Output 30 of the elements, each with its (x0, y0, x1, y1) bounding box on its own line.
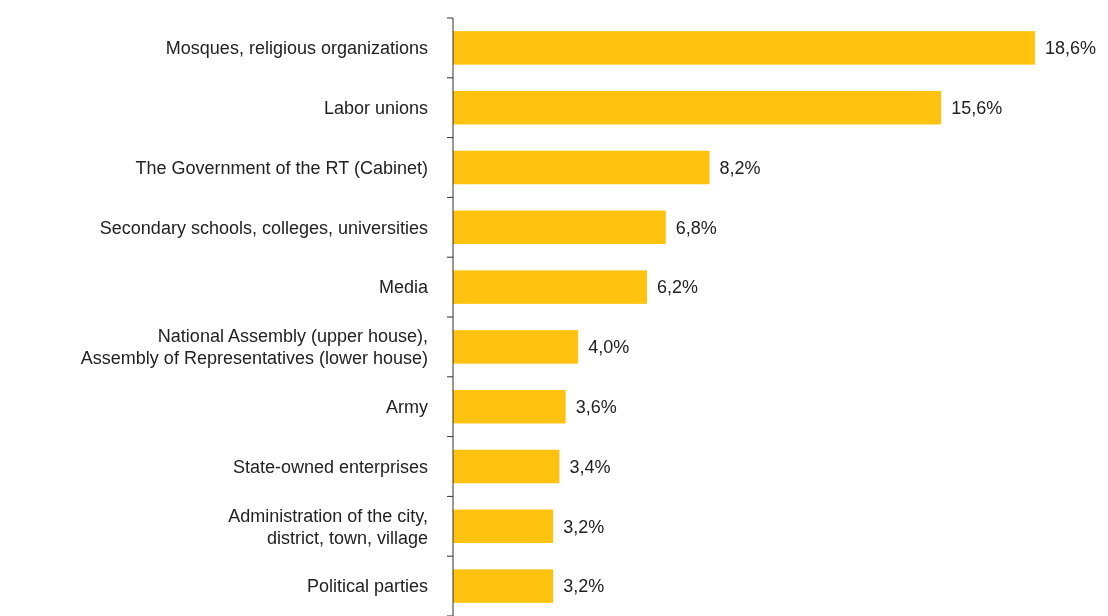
bar (453, 210, 666, 245)
data-label: 3,2% (563, 516, 605, 537)
y-tick-label: Media (378, 277, 429, 298)
data-label: 4,0% (588, 337, 630, 358)
bar (453, 330, 579, 364)
bar (453, 90, 942, 125)
y-tick-label: Political parties (306, 576, 428, 597)
data-label: 3,2% (563, 576, 605, 597)
y-tick-label: Secondary schools, colleges, universities (99, 217, 428, 238)
y-tick-label: National Assembly (upper house), Assembly of Representatives (lower house) (80, 326, 428, 369)
bar (453, 509, 554, 544)
bar (453, 31, 1035, 65)
bar (453, 270, 647, 304)
y-tick-label: Mosques, religious organizations (165, 38, 428, 59)
y-tick-label: State-owned enterprises (232, 456, 428, 477)
y-tick-label: Administration of the city, district, town, village (228, 505, 428, 548)
data-label: 18,6% (1045, 38, 1097, 59)
y-tick-label: Army (386, 397, 428, 417)
bar (453, 150, 710, 185)
bar (453, 569, 554, 603)
y-tick-label: The Government of the RT (Cabinet) (135, 157, 428, 178)
data-label: 3,4% (569, 456, 611, 477)
bar (453, 389, 566, 424)
data-label: 6,2% (657, 277, 699, 298)
bar (453, 449, 560, 484)
y-tick-label: Labor unions (323, 98, 428, 118)
data-label: 3,6% (575, 397, 617, 417)
data-label: 6,8% (675, 217, 717, 238)
data-label: 8,2% (719, 157, 761, 178)
data-label: 15,6% (951, 98, 1003, 118)
